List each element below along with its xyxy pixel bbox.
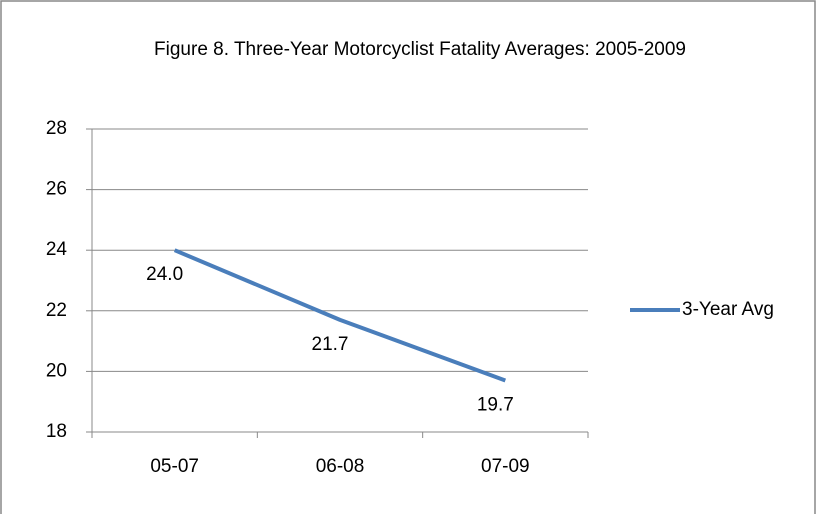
x-tick-label: 07-09 bbox=[481, 456, 530, 477]
data-label: 21.7 bbox=[312, 334, 349, 355]
y-tick-label: 22 bbox=[46, 300, 67, 321]
y-tick-label: 24 bbox=[46, 239, 68, 260]
y-tick-label: 20 bbox=[46, 360, 67, 381]
x-tick-label: 06-08 bbox=[316, 456, 365, 477]
legend-label: 3-Year Avg bbox=[682, 299, 774, 320]
y-tick-label: 28 bbox=[46, 118, 67, 139]
x-tick-label: 05-07 bbox=[150, 456, 199, 477]
data-label: 19.7 bbox=[477, 395, 514, 416]
data-label: 24.0 bbox=[146, 264, 183, 285]
series-line bbox=[173, 248, 507, 383]
chart-title: Figure 8. Three-Year Motorcyclist Fatali… bbox=[154, 39, 686, 60]
y-tick-label: 18 bbox=[46, 421, 67, 442]
y-tick-label: 26 bbox=[46, 179, 67, 200]
